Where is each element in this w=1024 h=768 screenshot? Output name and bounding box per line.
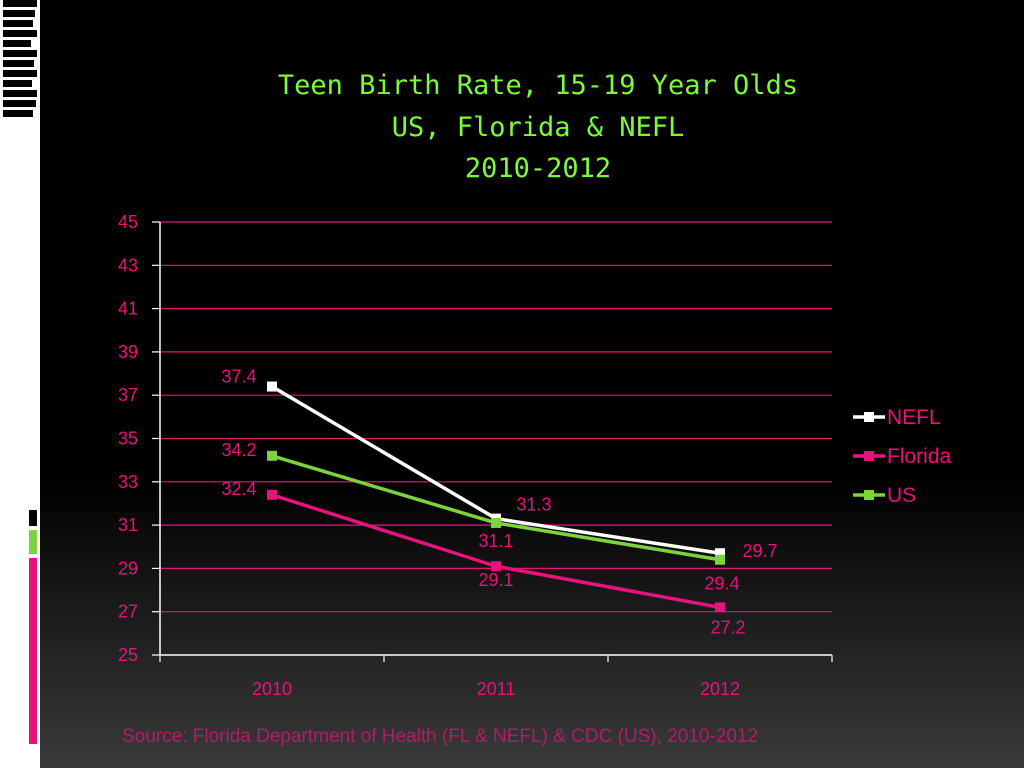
y-tick-label: 39 (118, 342, 138, 362)
decorative-color-marks (29, 510, 37, 748)
data-point-florida (491, 561, 501, 572)
y-tick-label: 37 (118, 385, 138, 405)
data-label-nefl: 29.7 (742, 541, 777, 561)
left-decoration-strip (0, 0, 40, 768)
y-tick-label: 45 (118, 212, 138, 232)
chart-title-line: 2010-2012 (465, 153, 611, 184)
x-tick-label: 2011 (477, 679, 516, 699)
data-label-nefl: 31.3 (516, 495, 551, 515)
y-tick-label: 35 (118, 429, 138, 449)
legend-marker-florida (864, 451, 874, 461)
chart-title-line: Teen Birth Rate, 15-19 Year Olds (278, 70, 798, 101)
legend-label-florida: Florida (887, 445, 952, 468)
y-tick-label: 33 (118, 472, 138, 492)
legend-marker-nefl (864, 412, 874, 422)
data-point-nefl (715, 548, 725, 559)
x-tick-label: 2010 (252, 679, 292, 699)
data-label-florida: 29.1 (478, 570, 513, 590)
y-tick-label: 29 (118, 558, 138, 578)
data-point-us (715, 554, 725, 565)
y-tick-label: 43 (118, 255, 138, 275)
data-label-us: 34.2 (221, 440, 256, 460)
data-point-us (267, 450, 277, 461)
data-label-florida: 27.2 (710, 617, 745, 637)
data-point-us (491, 517, 501, 528)
data-label-florida: 32.4 (221, 479, 256, 499)
series-line-florida (271, 493, 721, 610)
decorative-bars (3, 0, 37, 130)
series-line-nefl (271, 385, 721, 555)
y-tick-label: 27 (118, 602, 138, 622)
chart-title-line: US, Florida & NEFL (392, 112, 685, 143)
data-point-nefl (267, 381, 277, 392)
legend-label-nefl: NEFL (887, 406, 941, 429)
x-tick-label: 2012 (700, 679, 740, 699)
data-label-us: 29.4 (704, 574, 739, 594)
data-point-florida (715, 602, 725, 613)
y-tick-label: 31 (118, 515, 138, 535)
data-label-nefl: 37.4 (221, 367, 256, 387)
data-point-florida (267, 489, 277, 500)
y-tick-label: 41 (118, 299, 138, 319)
legend-label-us: US (887, 484, 916, 507)
legend-marker-us (864, 490, 874, 500)
y-tick-label: 25 (118, 645, 138, 665)
source-note: Source: Florida Department of Health (FL… (122, 726, 759, 747)
data-label-us: 31.1 (478, 531, 513, 551)
